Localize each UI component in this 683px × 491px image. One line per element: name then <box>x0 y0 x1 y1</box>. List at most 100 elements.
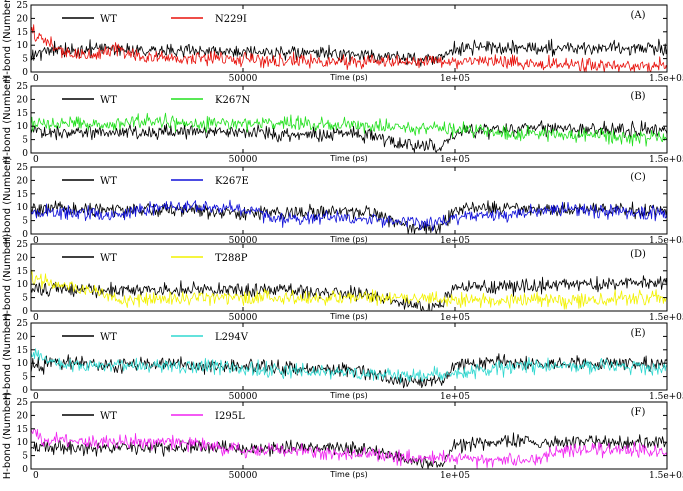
y-tick-label: 25 <box>17 398 29 408</box>
series-line-l294v <box>30 348 668 383</box>
x-tick-label: 50000 <box>229 155 258 165</box>
x-tick-label: 0 <box>33 74 39 84</box>
y-tick-label: 10 <box>17 41 29 51</box>
x-tick-label: 1.5e+05 <box>649 74 683 84</box>
series-line-n229i <box>30 24 668 73</box>
y-axis-label: H-bond (Number) <box>2 392 13 480</box>
x-tick-label: 1e+05 <box>440 74 470 84</box>
x-tick-label: 50000 <box>229 236 258 246</box>
x-tick-label: 0 <box>33 236 39 246</box>
plot-border <box>30 166 668 235</box>
y-tick-label: 5 <box>22 294 28 304</box>
x-axis-label: Time (ps) <box>329 73 368 82</box>
y-tick-label: 5 <box>22 373 28 383</box>
series-line-wt <box>30 432 668 470</box>
y-tick-label: 25 <box>17 1 29 11</box>
panel-label: (D) <box>630 249 646 260</box>
x-tick-label: 0 <box>33 392 39 402</box>
x-tick-label: 1e+05 <box>440 236 470 246</box>
y-tick-label: 10 <box>17 203 29 213</box>
legend-label: WT <box>100 176 117 187</box>
y-tick-label: 20 <box>17 176 29 186</box>
panel-f: 0 5 10 15 20 25 0 50000 1e+05 1.5e+05 Time (ps) H-b… <box>2 392 683 481</box>
y-tick-label: 5 <box>22 452 28 462</box>
y-tick-label: 0 <box>22 68 28 78</box>
series-line-k267e <box>30 199 668 232</box>
y-tick-label: 20 <box>17 411 29 421</box>
x-tick-label: 1.5e+05 <box>649 392 683 402</box>
x-tick-label: 1.5e+05 <box>649 236 683 246</box>
x-tick-label: 50000 <box>229 74 258 84</box>
legend-label: I295L <box>215 411 245 422</box>
y-tick-label: 0 <box>22 307 28 317</box>
x-tick-label: 50000 <box>229 471 258 481</box>
panel-label: (B) <box>630 91 645 102</box>
y-tick-label: 20 <box>17 95 29 105</box>
x-tick-label: 0 <box>33 313 39 323</box>
plot-frame <box>30 401 668 470</box>
y-tick-label: 10 <box>17 359 29 369</box>
series-line-wt <box>30 120 668 153</box>
x-tick-label: 1.5e+05 <box>649 471 683 481</box>
panel-label: (A) <box>630 10 645 21</box>
x-axis-label: Time (ps) <box>329 312 368 321</box>
y-tick-label: 25 <box>17 82 29 92</box>
y-tick-label: 15 <box>17 190 29 200</box>
legend-label: T288P <box>215 253 248 264</box>
y-tick-label: 0 <box>22 386 28 396</box>
y-axis-label: H-bond (Number) <box>2 157 13 245</box>
y-tick-label: 10 <box>17 438 29 448</box>
x-tick-label: 50000 <box>229 313 258 323</box>
y-tick-label: 10 <box>17 280 29 290</box>
plot-frame <box>30 4 668 73</box>
series-line-t288p <box>30 269 668 310</box>
y-tick-label: 20 <box>17 332 29 342</box>
x-tick-label: 1e+05 <box>440 392 470 402</box>
series-line-wt <box>30 38 668 67</box>
y-tick-label: 5 <box>22 217 28 227</box>
legend-label: K267E <box>215 176 249 187</box>
y-tick-label: 25 <box>17 163 29 173</box>
x-tick-label: 1e+05 <box>440 155 470 165</box>
legend-label: N229I <box>215 14 247 25</box>
plot-frame <box>30 166 668 235</box>
x-tick-label: 0 <box>33 155 39 165</box>
y-tick-label: 10 <box>17 122 29 132</box>
x-axis-label: Time (ps) <box>329 235 368 244</box>
plot-border <box>30 322 668 391</box>
y-tick-label: 20 <box>17 253 29 263</box>
plot-border <box>30 85 668 154</box>
panel-label: (F) <box>631 407 646 418</box>
plot-border <box>30 243 668 312</box>
x-tick-label: 1.5e+05 <box>649 313 683 323</box>
x-axis-label: Time (ps) <box>329 470 368 479</box>
y-tick-label: 15 <box>17 267 29 277</box>
plot-border <box>30 4 668 73</box>
y-tick-label: 25 <box>17 240 29 250</box>
y-axis-label: H-bond (Number) <box>2 76 13 164</box>
y-tick-label: 15 <box>17 346 29 356</box>
x-tick-label: 1e+05 <box>440 313 470 323</box>
y-axis-label: H-bond (Number) <box>2 0 13 82</box>
legend-label: WT <box>100 14 117 25</box>
y-tick-label: 15 <box>17 425 29 435</box>
panel-label: (E) <box>630 328 645 339</box>
legend-label: WT <box>100 332 117 343</box>
x-axis-label: Time (ps) <box>329 154 368 163</box>
y-tick-label: 5 <box>22 136 28 146</box>
plot-frame <box>30 322 668 391</box>
x-tick-label: 1e+05 <box>440 471 470 481</box>
y-tick-label: 15 <box>17 28 29 38</box>
y-tick-label: 0 <box>22 465 28 475</box>
series-line-k267n <box>30 112 668 147</box>
legend-label: L294V <box>215 332 249 343</box>
plot-border <box>30 401 668 470</box>
y-axis-label: H-bond (Number) <box>2 313 13 401</box>
legend-label: WT <box>100 95 117 106</box>
y-tick-label: 20 <box>17 14 29 24</box>
y-tick-label: 25 <box>17 319 29 329</box>
